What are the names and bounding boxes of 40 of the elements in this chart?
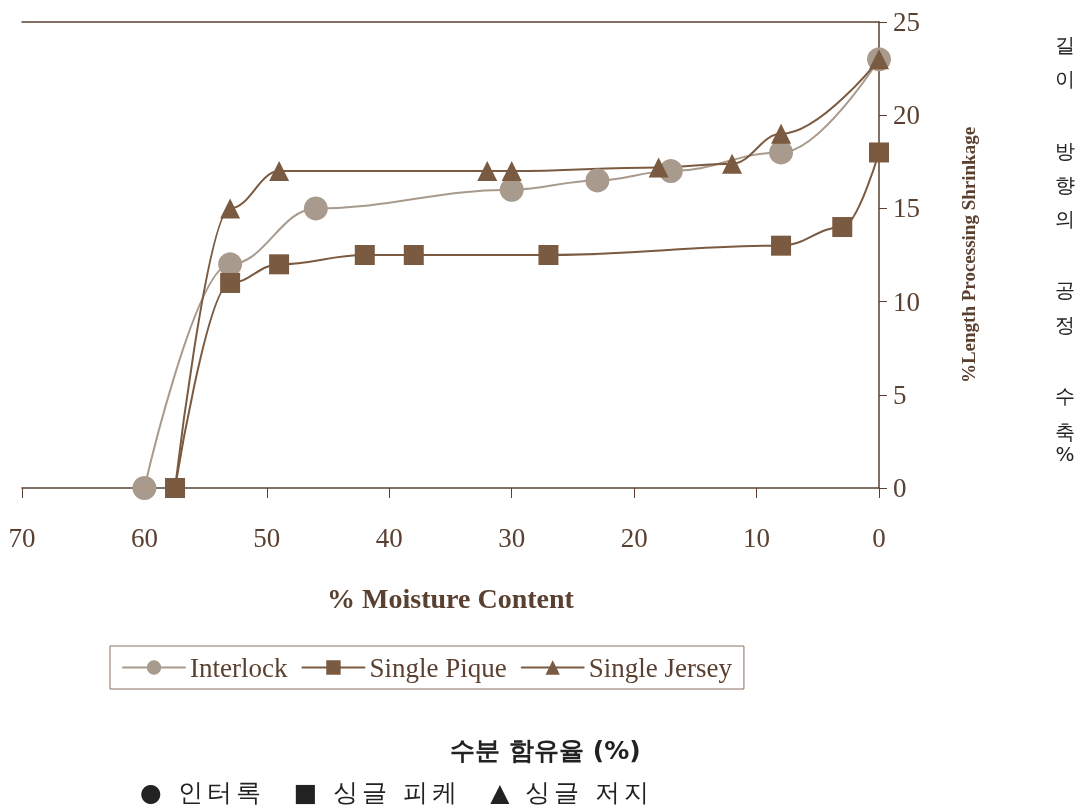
point [269,161,290,182]
point [832,217,853,238]
legend-label: Single Jersey [588,652,733,683]
point [477,161,498,182]
point [771,123,792,144]
y-tick-label: 25 [893,7,920,37]
text: 길이 방향의 공정 수축% [1052,22,1078,480]
y-tick-label: 0 [893,473,907,503]
point [354,245,375,265]
legend-label: Interlock [190,652,288,683]
x-tick-label: 20 [620,522,648,553]
y-tick-label: 10 [893,286,920,317]
x-tick-label: 50 [253,522,281,553]
x-tick-label: 10 [743,522,771,553]
point [585,168,610,193]
point [303,196,328,221]
x-tick-label: 40 [375,522,403,553]
point [220,272,241,293]
point [648,157,669,178]
x-axis-title: % Moisture Content [327,582,575,614]
point [501,161,522,182]
y-tick-label: 20 [893,100,920,131]
point [771,235,792,256]
point [538,245,559,265]
x-tick-label: 0 [872,522,886,553]
text: 수분 함유율 (%) [449,735,642,767]
x-tick-label: 30 [498,522,526,553]
legend-label: Single Pique [369,652,507,683]
y-tick-label: 15 [893,193,920,224]
x-tick-label: 70 [8,522,36,553]
point [722,153,743,174]
point [220,198,241,219]
point [269,254,290,275]
point [403,245,424,265]
y-tick-label: 5 [893,379,907,410]
text: ● 인터록 ■ 싱글 피케 ▲ 싱글 저지 [140,777,654,809]
point [869,142,889,163]
x-tick-label: 60 [130,522,158,553]
y-axis-title: %Length Processing Shrinkage [958,126,979,384]
point [132,476,157,500]
